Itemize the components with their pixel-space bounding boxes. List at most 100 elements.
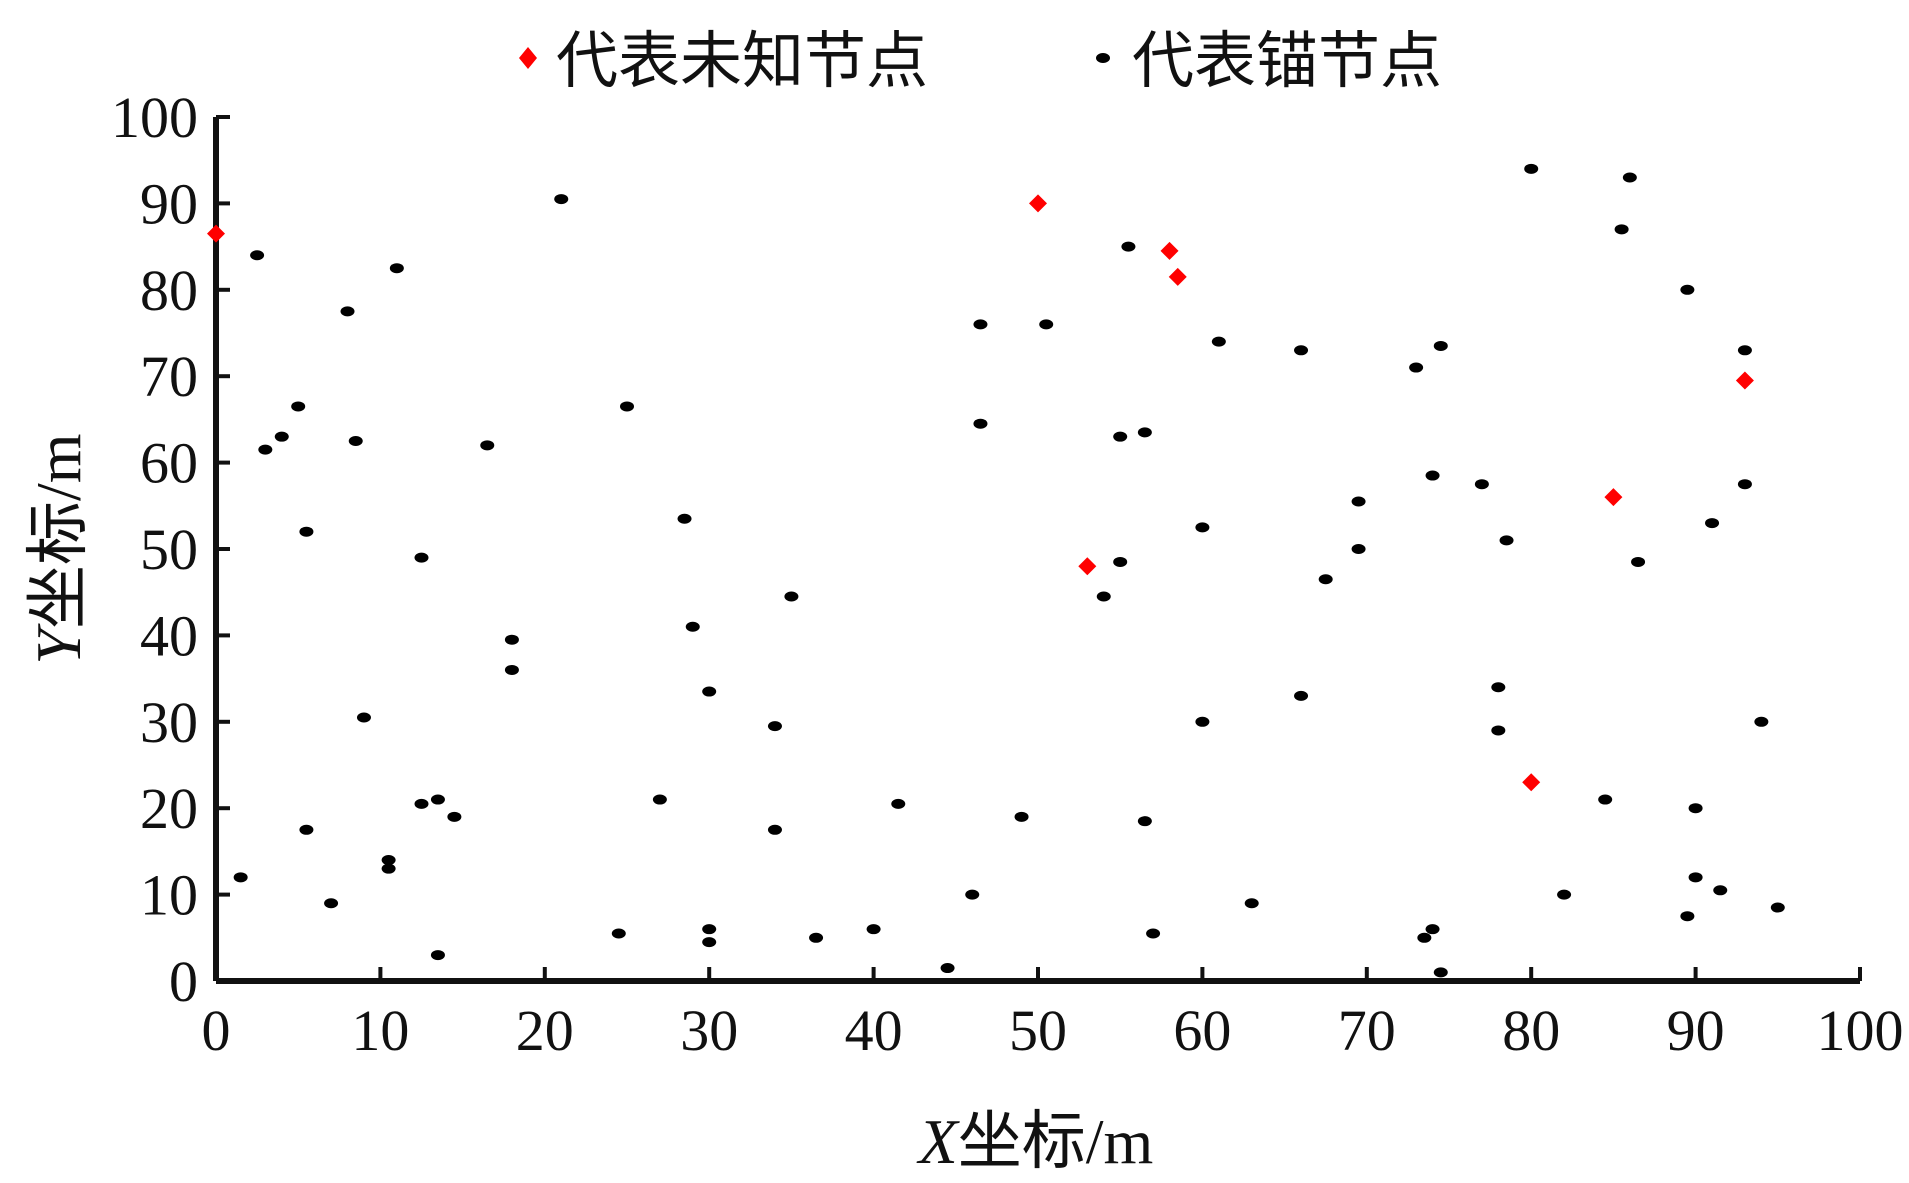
unknown-node-point [1078, 557, 1097, 576]
anchor-node-point [274, 431, 289, 442]
y-axis-title-unit: 坐标/m [23, 433, 94, 629]
anchor-node-point [1688, 872, 1703, 883]
anchor-node-point [940, 963, 955, 974]
anchor-node-point [1713, 885, 1728, 896]
anchor-node-point [1351, 544, 1366, 554]
legend: 代表未知节点 代表锚节点 [519, 24, 1442, 97]
anchor-node-point [1294, 690, 1309, 701]
unknown-node-point [1522, 773, 1541, 792]
anchor-node-point [504, 634, 519, 645]
anchor-node-point [1770, 902, 1785, 913]
anchor-node-point [1211, 336, 1226, 347]
anchor-node-point [767, 721, 782, 732]
anchor-node-point [381, 863, 396, 874]
anchor-node-point [702, 924, 717, 935]
anchor-node-point [652, 794, 667, 805]
anchor-node-point [299, 526, 314, 537]
anchor-node-point [430, 950, 445, 961]
anchor-node-point [1417, 932, 1432, 943]
unknown-node-point [1029, 194, 1047, 213]
y-tick-label: 90 [140, 171, 198, 236]
x-tick-label: 10 [351, 998, 409, 1063]
x-axis-title: X坐标/m [916, 1106, 1154, 1177]
y-tick-label: 10 [140, 863, 198, 928]
anchor-node-point [389, 263, 404, 274]
anchor-node-point [1737, 345, 1752, 356]
x-tick-label: 30 [680, 998, 738, 1063]
anchor-node-point [356, 712, 371, 723]
x-tick-label: 80 [1502, 998, 1560, 1063]
anchor-node-point [1524, 163, 1539, 174]
legend-marker-anchor-node [1096, 53, 1110, 63]
anchor-node-point [1557, 889, 1572, 900]
legend-label-anchor-node: 代表锚节点 [1132, 24, 1442, 97]
anchor-node-point [1137, 816, 1152, 827]
anchor-node-point [1598, 794, 1613, 805]
x-tick-label: 70 [1338, 998, 1396, 1063]
anchor-node-point [620, 401, 634, 412]
legend-item-unknown-node: 代表未知节点 [519, 24, 928, 97]
anchor-node-point [1425, 924, 1440, 935]
legend-label-unknown-node: 代表未知节点 [556, 24, 928, 97]
y-tick-label: 0 [169, 949, 198, 1014]
y-tick-label: 50 [140, 517, 198, 582]
anchor-node-point [1680, 911, 1695, 922]
anchor-node-point [1705, 518, 1720, 529]
x-ticks: 0 10 20 30 40 50 60 70 80 90 100 [202, 967, 1904, 1063]
anchor-node-point [702, 937, 717, 948]
legend-item-anchor-node: 代表锚节点 [1096, 24, 1442, 97]
anchor-node-point [973, 418, 988, 429]
anchor-node-point [1688, 803, 1703, 814]
anchor-node-point [965, 889, 980, 900]
unknown-node-point [1160, 241, 1179, 260]
x-tick-label: 50 [1009, 998, 1067, 1063]
anchor-node-point [1318, 574, 1333, 585]
anchor-node-point [381, 855, 396, 866]
anchor-node-point [891, 798, 906, 809]
anchor-node-point [1244, 898, 1259, 909]
unknown-node-point [1168, 267, 1187, 286]
y-axis-title: Y坐标/m [23, 433, 94, 664]
anchor-node-point [1121, 241, 1136, 252]
y-tick-label: 60 [140, 431, 198, 496]
anchor-node-point [1737, 479, 1752, 490]
y-tick-label: 20 [140, 776, 198, 841]
x-tick-label: 40 [845, 998, 903, 1063]
anchor-node-point [1409, 362, 1424, 373]
y-tick-label: 40 [140, 603, 198, 668]
anchor-node-point [1014, 811, 1029, 822]
anchor-node-point [866, 924, 881, 935]
anchor-node-point [1113, 556, 1128, 567]
anchor-node-point [1425, 470, 1440, 481]
anchor-node-point [784, 591, 799, 602]
anchor-node-point [1351, 496, 1366, 507]
anchor-node-point [1754, 716, 1769, 727]
anchor-node-point [291, 401, 306, 412]
anchor-node-point [685, 621, 700, 632]
x-axis-title-variable: X [916, 1106, 961, 1177]
anchor-node-point [767, 824, 782, 835]
anchor-node-point [1491, 682, 1506, 693]
unknown-node-point [1735, 371, 1754, 390]
anchor-node-point [1039, 319, 1054, 330]
anchor-node-point [1433, 967, 1448, 978]
x-axis-title-unit: 坐标/m [958, 1106, 1154, 1177]
x-tick-label: 90 [1667, 998, 1725, 1063]
anchor-node-point [299, 824, 314, 835]
anchor-node-point [1294, 345, 1309, 356]
anchor-node-point [702, 686, 717, 697]
anchor-node-point [414, 798, 429, 809]
anchor-node-point [480, 440, 495, 451]
anchor-node-point [447, 811, 462, 822]
anchor-node-point [1195, 716, 1210, 727]
anchor-node-point [1499, 535, 1514, 546]
anchor-node-point [430, 794, 445, 805]
y-ticks: 0 10 20 30 40 50 60 70 80 90 100 [111, 85, 230, 1014]
anchor-node-point [1433, 340, 1448, 351]
anchor-node-point [348, 436, 363, 446]
unknown-node-point [1604, 488, 1623, 507]
anchor-node-point [611, 928, 626, 939]
anchor-node-point [250, 250, 265, 261]
unknown-node-point [207, 224, 225, 243]
